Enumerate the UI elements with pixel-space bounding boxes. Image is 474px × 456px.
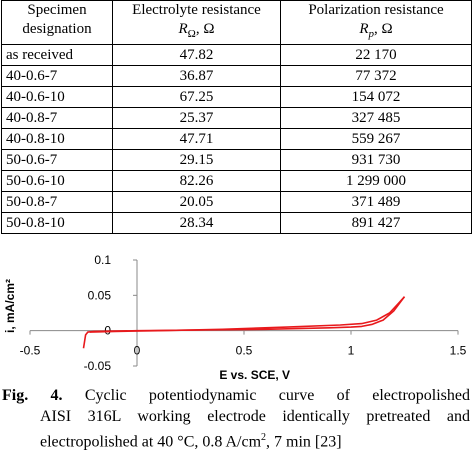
cell-specimen: 40-0.6-7 <box>1 65 113 87</box>
cell-electrolyte-resistance: 29.15 <box>112 149 281 171</box>
caption-text-3a: electropolished at 40 °C, 0.8 A/cm <box>40 433 262 451</box>
cell-specimen: 50-0.6-10 <box>1 170 113 192</box>
header-polarization-line2: Rp, Ω <box>359 21 393 40</box>
cell-specimen: 40-0.8-10 <box>1 128 113 150</box>
cell-polarization-resistance: 1 299 000 <box>280 170 472 192</box>
cell-electrolyte-resistance: 82.26 <box>112 170 281 192</box>
cell-specimen: 40-0.8-7 <box>1 107 113 129</box>
caption-line-1: Fig. 4. Cyclic potentiodynamic curve of … <box>2 385 470 406</box>
header-electrolyte-line2: RΩ, Ω <box>178 21 215 40</box>
cell-polarization-resistance: 22 170 <box>280 44 472 66</box>
table-row: 50-0.8-7 20.05 371 489 <box>1 191 472 213</box>
cell-polarization-resistance: 154 072 <box>280 86 472 108</box>
table-row: as received 47.82 22 170 <box>1 44 472 66</box>
cell-electrolyte-resistance: 67.25 <box>112 86 281 108</box>
y-axis-label: i, mA/cm² <box>3 279 17 333</box>
cell-polarization-resistance: 77 372 <box>280 65 472 87</box>
caption-line-3: electropolished at 40 °C, 0.8 A/cm2, 7 m… <box>2 427 470 452</box>
table-body: as received 47.82 22 170 40-0.6-7 36.87 77 37… <box>1 44 472 234</box>
x-tick-label: 0 <box>134 344 141 358</box>
cell-polarization-resistance: 327 485 <box>280 107 472 129</box>
cell-specimen: as received <box>1 44 113 66</box>
series-line-forward <box>82 296 406 349</box>
table-row: 50-0.6-10 82.26 1 299 000 <box>1 170 472 192</box>
table-row: 40-0.8-10 47.71 559 267 <box>1 128 472 150</box>
x-tick-label: -0.5 <box>20 344 41 358</box>
caption-text-3b: , 7 min [23] <box>266 433 342 451</box>
header-electrolyte-resistance: Electrolyte resistance RΩ, Ω <box>112 0 281 45</box>
x-tick-label: 0.5 <box>236 344 253 358</box>
cell-specimen: 50-0.6-7 <box>1 149 113 171</box>
table-row: 50-0.8-10 28.34 891 427 <box>1 212 472 234</box>
cell-polarization-resistance: 931 730 <box>280 149 472 171</box>
caption-text-1: Cyclic potentiodynamic curve of electrop… <box>84 387 470 404</box>
cell-electrolyte-resistance: 28.34 <box>112 212 281 234</box>
figure-caption: Fig. 4. Cyclic potentiodynamic curve of … <box>2 385 470 452</box>
x-axis-label: E vs. SCE, V <box>219 368 290 382</box>
table-row: 40-0.6-7 36.87 77 372 <box>1 65 472 87</box>
header-specimen: Specimen designation <box>1 0 113 45</box>
caption-sup: 2 <box>261 432 267 443</box>
cell-specimen: 50-0.8-7 <box>1 191 113 213</box>
header-specimen-line2: designation <box>22 21 92 37</box>
x-tick-label: 1.5 <box>450 344 467 358</box>
cell-specimen: 40-0.6-10 <box>1 86 113 108</box>
table-row: 50-0.6-7 29.15 931 730 <box>1 149 472 171</box>
y-tick-label: 0.1 <box>94 253 111 267</box>
series-line-reverse <box>89 296 406 333</box>
y-tick-label: -0.05 <box>84 359 112 373</box>
table-row: 40-0.6-10 67.25 154 072 <box>1 86 472 108</box>
cell-polarization-resistance: 891 427 <box>280 212 472 234</box>
chart-curves <box>82 296 406 349</box>
y-tick-label: 0.05 <box>88 288 112 302</box>
header-electrolyte-line1: Electrolyte resistance <box>132 2 261 18</box>
table-row: 40-0.8-7 25.37 327 485 <box>1 107 472 129</box>
cell-polarization-resistance: 559 267 <box>280 128 472 150</box>
header-specimen-line1: Specimen <box>27 2 87 18</box>
caption-line-2: AISI 316L working electrode identically … <box>40 408 470 425</box>
cell-specimen: 50-0.8-10 <box>1 212 113 234</box>
cell-polarization-resistance: 371 489 <box>280 191 472 213</box>
table-header-row: Specimen designation Electrolyte resista… <box>1 0 472 45</box>
resistance-table: Specimen designation Electrolyte resista… <box>1 0 472 234</box>
cell-electrolyte-resistance: 25.37 <box>112 107 281 129</box>
caption-label: Fig. 4. <box>2 387 63 404</box>
cell-electrolyte-resistance: 20.05 <box>112 191 281 213</box>
header-polarization-resistance: Polarization resistance Rp, Ω <box>280 0 472 45</box>
cell-electrolyte-resistance: 47.71 <box>112 128 281 150</box>
cell-electrolyte-resistance: 36.87 <box>112 65 281 87</box>
header-polarization-line1: Polarization resistance <box>308 2 444 18</box>
cell-electrolyte-resistance: 47.82 <box>112 44 281 66</box>
x-tick-label: 1 <box>348 344 355 358</box>
